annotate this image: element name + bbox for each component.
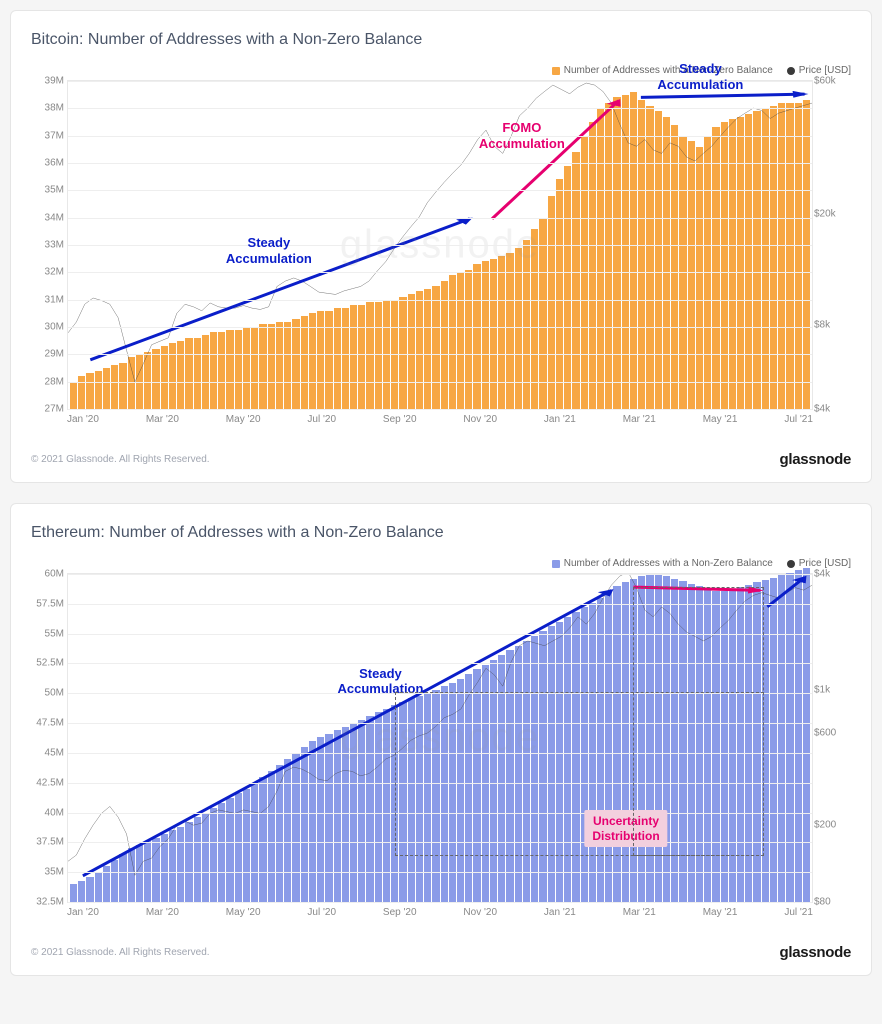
legend-swatch-bars	[552, 67, 560, 75]
copyright: © 2021 Glassnode. All Rights Reserved.	[31, 454, 210, 465]
legend-swatch-line	[787, 67, 795, 75]
eth-chart-card: Ethereum: Number of Addresses with a Non…	[10, 503, 872, 976]
eth-chart-area: glassnode 32.5M35M37.5M40M42.5M45M47.5M5…	[31, 573, 851, 918]
btc-chart-area: glassnode 27M28M29M30M31M32M33M34M35M36M…	[31, 80, 851, 425]
brand-logo: glassnode	[780, 451, 852, 468]
eth-x-axis: Jan '20Mar '20May '20Jul '20Sep '20Nov '…	[67, 907, 813, 918]
eth-legend: Number of Addresses with a Non-Zero Bala…	[31, 558, 851, 569]
btc-title: Bitcoin: Number of Addresses with a Non-…	[31, 31, 851, 49]
eth-plot: glassnode 32.5M35M37.5M40M42.5M45M47.5M5…	[67, 573, 813, 903]
eth-footer: © 2021 Glassnode. All Rights Reserved. g…	[31, 934, 851, 961]
eth-legend-line: Price [USD]	[787, 558, 851, 569]
btc-legend-line: Price [USD]	[787, 65, 851, 76]
btc-legend-bars: Number of Addresses with a Non-Zero Bala…	[552, 65, 773, 76]
legend-swatch-bars	[552, 560, 560, 568]
brand-logo: glassnode	[780, 944, 852, 961]
eth-legend-bars: Number of Addresses with a Non-Zero Bala…	[552, 558, 773, 569]
legend-swatch-line	[787, 560, 795, 568]
copyright: © 2021 Glassnode. All Rights Reserved.	[31, 947, 210, 958]
btc-footer: © 2021 Glassnode. All Rights Reserved. g…	[31, 441, 851, 468]
btc-legend: Number of Addresses with a Non-Zero Bala…	[31, 65, 851, 76]
eth-legend-bars-label: Number of Addresses with a Non-Zero Bala…	[564, 558, 773, 569]
btc-legend-bars-label: Number of Addresses with a Non-Zero Bala…	[564, 65, 773, 76]
btc-legend-line-label: Price [USD]	[799, 65, 851, 76]
btc-chart-card: Bitcoin: Number of Addresses with a Non-…	[10, 10, 872, 483]
btc-x-axis: Jan '20Mar '20May '20Jul '20Sep '20Nov '…	[67, 414, 813, 425]
eth-bars	[68, 574, 812, 902]
btc-plot: glassnode 27M28M29M30M31M32M33M34M35M36M…	[67, 80, 813, 410]
eth-title: Ethereum: Number of Addresses with a Non…	[31, 524, 851, 542]
